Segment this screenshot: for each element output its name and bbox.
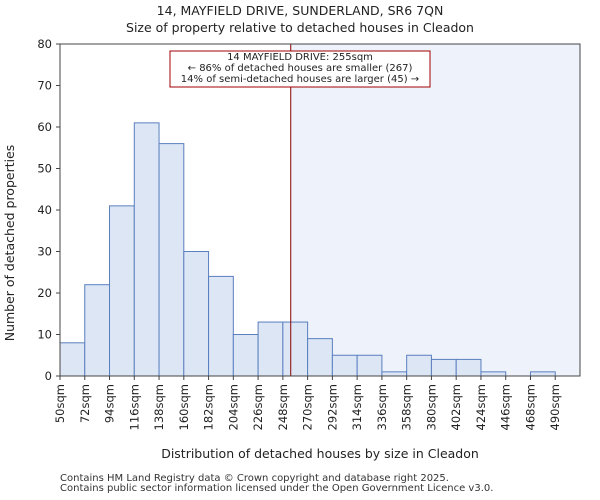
chart-title-line-2: Size of property relative to detached ho…	[126, 20, 474, 35]
larger-region-shade	[290, 44, 580, 376]
footer-line-2: Contains public sector information licen…	[60, 483, 494, 494]
bar	[480, 371, 507, 377]
annotation-line-3: 14% of semi-detached houses are larger (…	[181, 74, 419, 85]
bar	[133, 122, 160, 377]
annotation-line-2: ← 86% of detached houses are smaller (26…	[188, 63, 413, 74]
bar	[208, 275, 234, 377]
bar	[282, 321, 309, 377]
y-tick-label: 40	[37, 203, 52, 217]
bar	[455, 358, 482, 377]
x-tick-label: 204sqm	[226, 384, 240, 430]
x-tick-label: 402sqm	[449, 384, 463, 430]
x-axis-label: Distribution of detached houses by size …	[161, 446, 479, 461]
x-tick-label: 72sqm	[78, 384, 92, 423]
x-tick-label: 292sqm	[325, 384, 339, 430]
x-tick-label: 380sqm	[424, 384, 438, 430]
x-tick-label: 182sqm	[202, 384, 216, 430]
bar	[406, 354, 432, 377]
bar	[356, 354, 383, 377]
bar	[307, 338, 333, 377]
x-tick-label: 314sqm	[350, 384, 364, 430]
x-tick-label: 248sqm	[276, 384, 290, 430]
y-tick-label: 0	[45, 369, 52, 383]
bar	[158, 143, 185, 377]
annotation-line-1: 14 MAYFIELD DRIVE: 255sqm	[227, 52, 373, 63]
footer-line-1: Contains HM Land Registry data © Crown c…	[60, 473, 449, 484]
y-tick-label: 20	[37, 286, 52, 300]
y-tick-label: 10	[37, 328, 52, 342]
x-tick-label: 50sqm	[53, 384, 67, 423]
x-tick-label: 116sqm	[127, 384, 141, 430]
y-tick-label: 30	[37, 245, 52, 259]
bar	[381, 371, 408, 377]
x-tick-label: 336sqm	[375, 384, 389, 430]
x-tick-label: 446sqm	[499, 384, 513, 430]
x-tick-label: 468sqm	[523, 384, 537, 430]
y-tick-label: 80	[37, 37, 52, 51]
x-tick-label: 490sqm	[548, 384, 562, 430]
y-tick-label: 50	[37, 162, 52, 176]
bar	[529, 371, 556, 377]
y-tick-label: 70	[37, 79, 52, 93]
x-tick-label: 160sqm	[177, 384, 191, 430]
bar	[183, 251, 210, 377]
bar	[430, 358, 457, 377]
x-tick-label: 424sqm	[474, 384, 488, 430]
x-tick-label: 358sqm	[400, 384, 414, 430]
x-tick-label: 270sqm	[301, 384, 315, 430]
y-axis-label: Number of detached properties	[2, 145, 17, 342]
chart-title-line-1: 14, MAYFIELD DRIVE, SUNDERLAND, SR6 7QN	[157, 3, 444, 18]
bar	[84, 284, 111, 377]
bar	[257, 321, 284, 377]
bar	[59, 342, 86, 377]
bar	[232, 334, 259, 377]
bar	[109, 205, 135, 377]
bar	[331, 354, 358, 377]
y-tick-label: 60	[37, 120, 52, 134]
annotation-box: 14 MAYFIELD DRIVE: 255sqm ← 86% of detac…	[169, 50, 431, 88]
x-tick-label: 94sqm	[103, 384, 117, 423]
x-tick-label: 226sqm	[251, 384, 265, 430]
x-tick-label: 138sqm	[152, 384, 166, 430]
